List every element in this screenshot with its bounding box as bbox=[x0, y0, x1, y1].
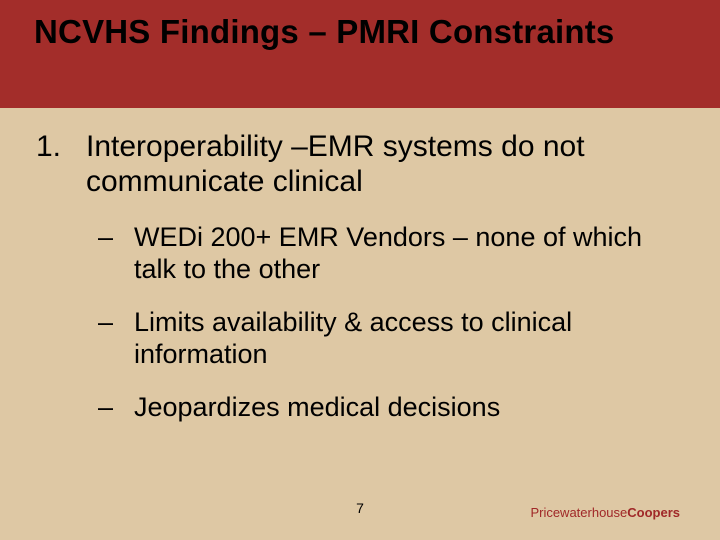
sublist-text: Jeopardizes medical decisions bbox=[134, 391, 684, 423]
slide-body: 1. Interoperability –EMR systems do not … bbox=[0, 108, 720, 423]
bullet-dash: – bbox=[98, 221, 134, 286]
bullet-dash: – bbox=[98, 306, 134, 371]
title-band: NCVHS Findings – PMRI Constraints bbox=[0, 0, 720, 108]
slide: NCVHS Findings – PMRI Constraints 1. Int… bbox=[0, 0, 720, 540]
list-item-level1: 1. Interoperability –EMR systems do not … bbox=[36, 130, 684, 199]
list-text: Interoperability –EMR systems do not com… bbox=[86, 130, 684, 199]
list-number: 1. bbox=[36, 130, 86, 199]
list-item-level2: – Limits availability & access to clinic… bbox=[98, 306, 684, 371]
brand-part2: Coopers bbox=[627, 505, 680, 520]
sublist: – WEDi 200+ EMR Vendors – none of which … bbox=[98, 221, 684, 423]
sublist-text: Limits availability & access to clinical… bbox=[134, 306, 684, 371]
brand-part1: Pricewaterhouse bbox=[530, 505, 627, 520]
list-item-level2: – WEDi 200+ EMR Vendors – none of which … bbox=[98, 221, 684, 286]
bullet-dash: – bbox=[98, 391, 134, 423]
footer-brand: PricewaterhouseCoopers bbox=[530, 505, 680, 520]
list-item-level2: – Jeopardizes medical decisions bbox=[98, 391, 684, 423]
slide-title: NCVHS Findings – PMRI Constraints bbox=[34, 14, 614, 51]
sublist-text: WEDi 200+ EMR Vendors – none of which ta… bbox=[134, 221, 684, 286]
